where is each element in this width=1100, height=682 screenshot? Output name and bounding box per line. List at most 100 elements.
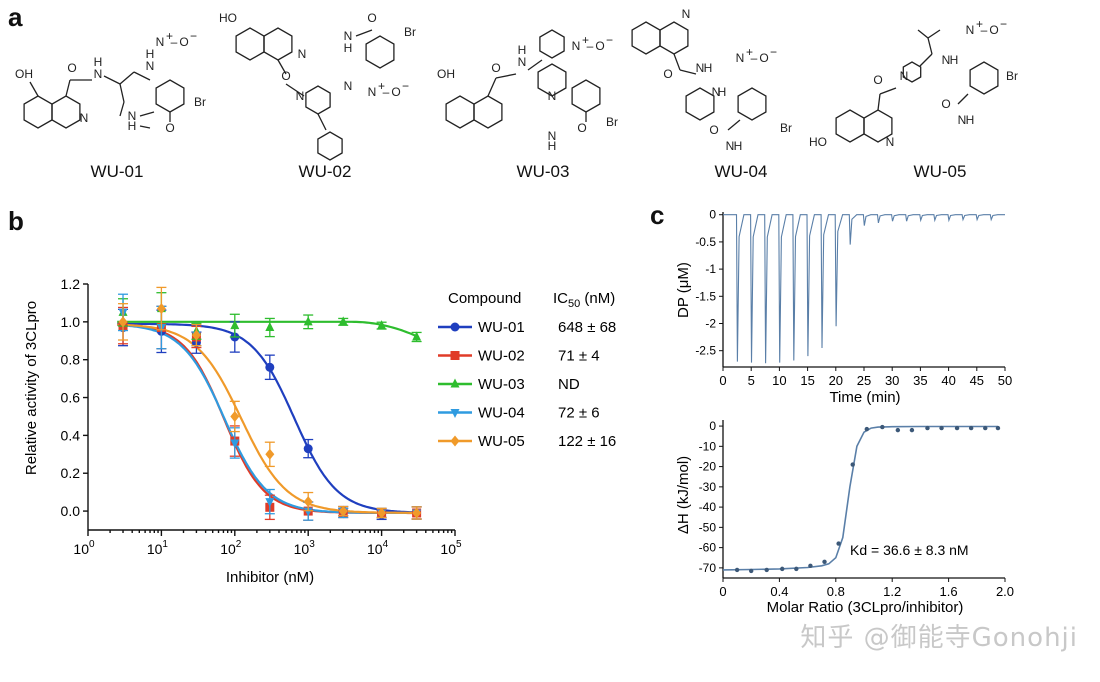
data-point-wu-05 — [230, 410, 240, 422]
panel-label-c: c — [650, 200, 665, 230]
data-point-wu-04 — [230, 439, 240, 449]
atom-label: N — [942, 53, 951, 67]
legend-marker-wu-03 — [450, 378, 460, 388]
atom-label: N — [958, 113, 967, 127]
ring-bond — [902, 61, 922, 83]
atom-label: OH — [437, 67, 455, 81]
watermark: 知乎 @御能寺Gonohji — [800, 623, 1078, 653]
itc-data-point — [925, 425, 930, 431]
atom-label: Br — [194, 95, 206, 109]
itc-data-point — [864, 426, 870, 432]
charge-label: + — [166, 29, 173, 43]
atom-label: N — [344, 79, 353, 93]
itc-data-point — [983, 425, 988, 431]
legend-header: Compound — [448, 290, 521, 307]
bond — [65, 79, 71, 97]
itc-data-point — [794, 566, 799, 572]
x-tick-label: 1.2 — [883, 584, 901, 599]
data-point-wu-03 — [303, 316, 313, 326]
atom-label: N — [368, 85, 377, 99]
atom-label: O — [709, 123, 718, 137]
atom-label: N — [518, 55, 527, 69]
x-tick-label: 101 — [147, 539, 169, 557]
itc-data-point — [880, 424, 885, 430]
ring-bond — [737, 87, 767, 121]
legend-name-wu-04: WU-04 — [478, 405, 525, 422]
data-point-wu-01 — [265, 362, 275, 372]
atom-label: H — [734, 139, 743, 153]
bond — [919, 53, 933, 67]
data-point-wu-03 — [377, 320, 387, 330]
molar-ratio-axis-label: Molar Ratio (3CLpro/inhibitor) — [767, 599, 964, 616]
charge-label: − — [770, 45, 777, 59]
bond — [285, 83, 305, 97]
y-tick-label: 1.0 — [61, 314, 81, 330]
data-point-wu-03 — [412, 331, 422, 341]
atom-label: O — [759, 51, 768, 65]
itc-data-point — [836, 541, 841, 546]
atom-label: H — [128, 119, 137, 133]
data-point-wu-05 — [377, 507, 387, 519]
compound-label-wu-04: WU-04 — [714, 162, 768, 181]
y-tick-label: -1 — [705, 262, 716, 276]
charge-label: + — [582, 33, 589, 47]
data-point-wu-03 — [265, 322, 275, 332]
data-point-wu-05 — [338, 505, 348, 517]
atom-label: N — [548, 129, 557, 143]
atom-label: – — [383, 85, 390, 99]
y-tick-label: 0 — [709, 208, 716, 222]
data-point-wu-04 — [265, 498, 275, 508]
x-tick-label: 102 — [220, 539, 242, 557]
atom-label: Br — [404, 25, 416, 39]
atom-label: Br — [1006, 69, 1018, 83]
y-tick-label: 0.2 — [61, 465, 81, 481]
charge-label: + — [378, 79, 385, 93]
atom-label: N — [736, 51, 745, 65]
atom-label: N — [682, 7, 691, 21]
atom-label: N — [726, 139, 735, 153]
dp-axis-label: DP (μM) — [675, 262, 692, 318]
atom-label: O — [165, 121, 174, 135]
y-tick-label: -0.5 — [695, 235, 716, 249]
x-tick-label: 45 — [970, 373, 984, 388]
kd-annotation: Kd = 36.6 ± 8.3 nM — [850, 542, 969, 558]
x-tick-label: 103 — [294, 539, 316, 557]
atom-label: N — [966, 23, 975, 37]
compound-label-wu-05: WU-05 — [913, 162, 967, 181]
y-tick-label: 0.8 — [61, 352, 81, 368]
x-tick-label: 0 — [719, 373, 726, 388]
legend-marker-wu-05 — [450, 435, 460, 447]
ring-bond — [51, 95, 81, 129]
x-tick-label: 0 — [719, 584, 726, 599]
bond — [727, 119, 741, 131]
y-tick-label: 0 — [709, 419, 716, 433]
atom-label: O — [577, 121, 586, 135]
y-tick-label: 0.6 — [61, 390, 81, 406]
atom-label: O — [663, 67, 672, 81]
bond — [139, 111, 155, 117]
panel-label-a: a — [8, 2, 23, 32]
y-tick-label: 0.4 — [61, 427, 81, 443]
itc-data-point — [780, 566, 785, 572]
ring-bond — [631, 21, 661, 55]
atom-label: N — [548, 89, 557, 103]
compound-label-wu-03: WU-03 — [516, 162, 570, 181]
itc-data-point — [939, 425, 944, 431]
y-tick-label: -2.5 — [695, 344, 716, 358]
itc-data-point — [808, 563, 813, 569]
bond — [119, 101, 125, 117]
x-tick-label: 30 — [885, 373, 899, 388]
itc-data-point — [764, 567, 769, 573]
bond — [927, 29, 941, 39]
y-tick-label: -60 — [699, 541, 717, 555]
legend-marker-wu-02 — [450, 351, 460, 360]
ring-bond — [659, 21, 689, 55]
legend-marker-wu-04 — [450, 409, 460, 418]
atom-label: O — [491, 61, 500, 75]
atom-label: H — [704, 61, 713, 75]
atom-label: – — [587, 39, 594, 53]
itc-chart: 0-0.5-1-1.5-2-2.50 5 10 15 20 25 30 35 40 45 50 0-… — [675, 208, 1014, 616]
charge-label: − — [1000, 17, 1007, 31]
charge-label: + — [746, 45, 753, 59]
